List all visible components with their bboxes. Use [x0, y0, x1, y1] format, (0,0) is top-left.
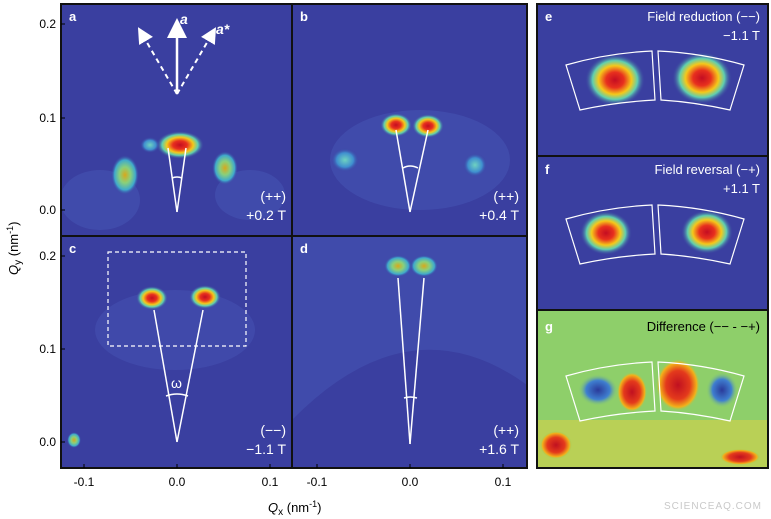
field-a: +0.2 T	[246, 207, 286, 223]
y-tick-top-2: 0.0	[39, 203, 56, 217]
x-tick-3: -0.1	[307, 475, 328, 489]
peak-f-right	[681, 210, 733, 254]
peak-b-left	[380, 113, 412, 137]
zoom-box	[107, 251, 247, 347]
field-c: −1.1 T	[246, 441, 286, 457]
panel-label-c: c	[69, 241, 76, 256]
watermark: SCIENCEAQ.COM	[664, 501, 762, 512]
sectors-f	[565, 204, 745, 265]
lattice-arrows	[137, 18, 217, 95]
x-tick-4: 0.0	[402, 475, 419, 489]
panel-label-a: a	[69, 9, 77, 24]
peak-e-right	[672, 52, 732, 104]
panel-label-d: d	[300, 241, 308, 256]
panel-e	[537, 4, 768, 156]
wedge-b	[395, 129, 429, 213]
panel-f	[537, 156, 768, 310]
wedge-d	[397, 277, 425, 445]
panel-g	[537, 310, 768, 468]
peak-d-right	[410, 255, 438, 277]
title-f: Field reversal (−+)	[655, 162, 760, 177]
peak-f-left	[580, 211, 632, 255]
peak-b-right	[412, 114, 444, 138]
sign-a: (++)	[260, 188, 286, 204]
wedge-a	[167, 147, 187, 213]
sectors-e	[565, 50, 745, 111]
field-d: +1.6 T	[479, 441, 519, 457]
peak-e-left	[585, 54, 645, 106]
x-tick-5: 0.1	[495, 475, 512, 489]
panel-label-g: g	[545, 319, 553, 334]
sign-d: (++)	[493, 422, 519, 438]
x-tick-1: 0.0	[169, 475, 186, 489]
panel-c	[61, 236, 292, 468]
right-frame	[536, 3, 769, 469]
x-ticks: -0.1 0.0 0.1 -0.1 0.0 0.1	[74, 464, 512, 489]
x-tick-2: 0.1	[262, 475, 279, 489]
x-tick-0: -0.1	[74, 475, 95, 489]
y-tick-bottom-2: 0.0	[39, 435, 56, 449]
sign-c: (−−)	[260, 422, 286, 438]
field-b: +0.4 T	[479, 207, 519, 223]
y-tick-top-0: 0.2	[39, 17, 56, 31]
angle-label-omega: ω	[171, 375, 182, 391]
peak-a-center	[156, 131, 204, 159]
title-e: Field reduction (−−)	[647, 9, 760, 24]
y-tick-bottom-1: 0.1	[39, 342, 56, 356]
arrow-label-a: a	[180, 11, 188, 27]
peak-c-right	[189, 285, 221, 309]
title-g: Difference (−− - −+)	[647, 319, 760, 334]
panel-label-e: e	[545, 9, 552, 24]
peak-a-left	[111, 155, 139, 195]
y-axis-label: Qy (nm-1)	[5, 222, 24, 275]
wedge-c	[153, 309, 204, 443]
peak-d-left	[384, 255, 412, 277]
y-tick-top-1: 0.1	[39, 111, 56, 125]
arrow-label-astar: a*	[216, 21, 230, 37]
y-ticks: 0.2 0.1 0.0 0.2 0.1 0.0	[39, 17, 65, 449]
y-tick-bottom-0: 0.2	[39, 249, 56, 263]
sectors-g	[565, 361, 745, 422]
panel-label-b: b	[300, 9, 308, 24]
panel-label-f: f	[545, 162, 550, 177]
x-axis-label: Qx (nm-1)	[268, 499, 321, 518]
sign-b: (++)	[493, 188, 519, 204]
field-f: +1.1 T	[723, 181, 760, 196]
peak-a-right	[212, 151, 238, 185]
panel-b	[292, 4, 527, 236]
peak-c-left	[136, 286, 168, 310]
field-e: −1.1 T	[723, 28, 760, 43]
